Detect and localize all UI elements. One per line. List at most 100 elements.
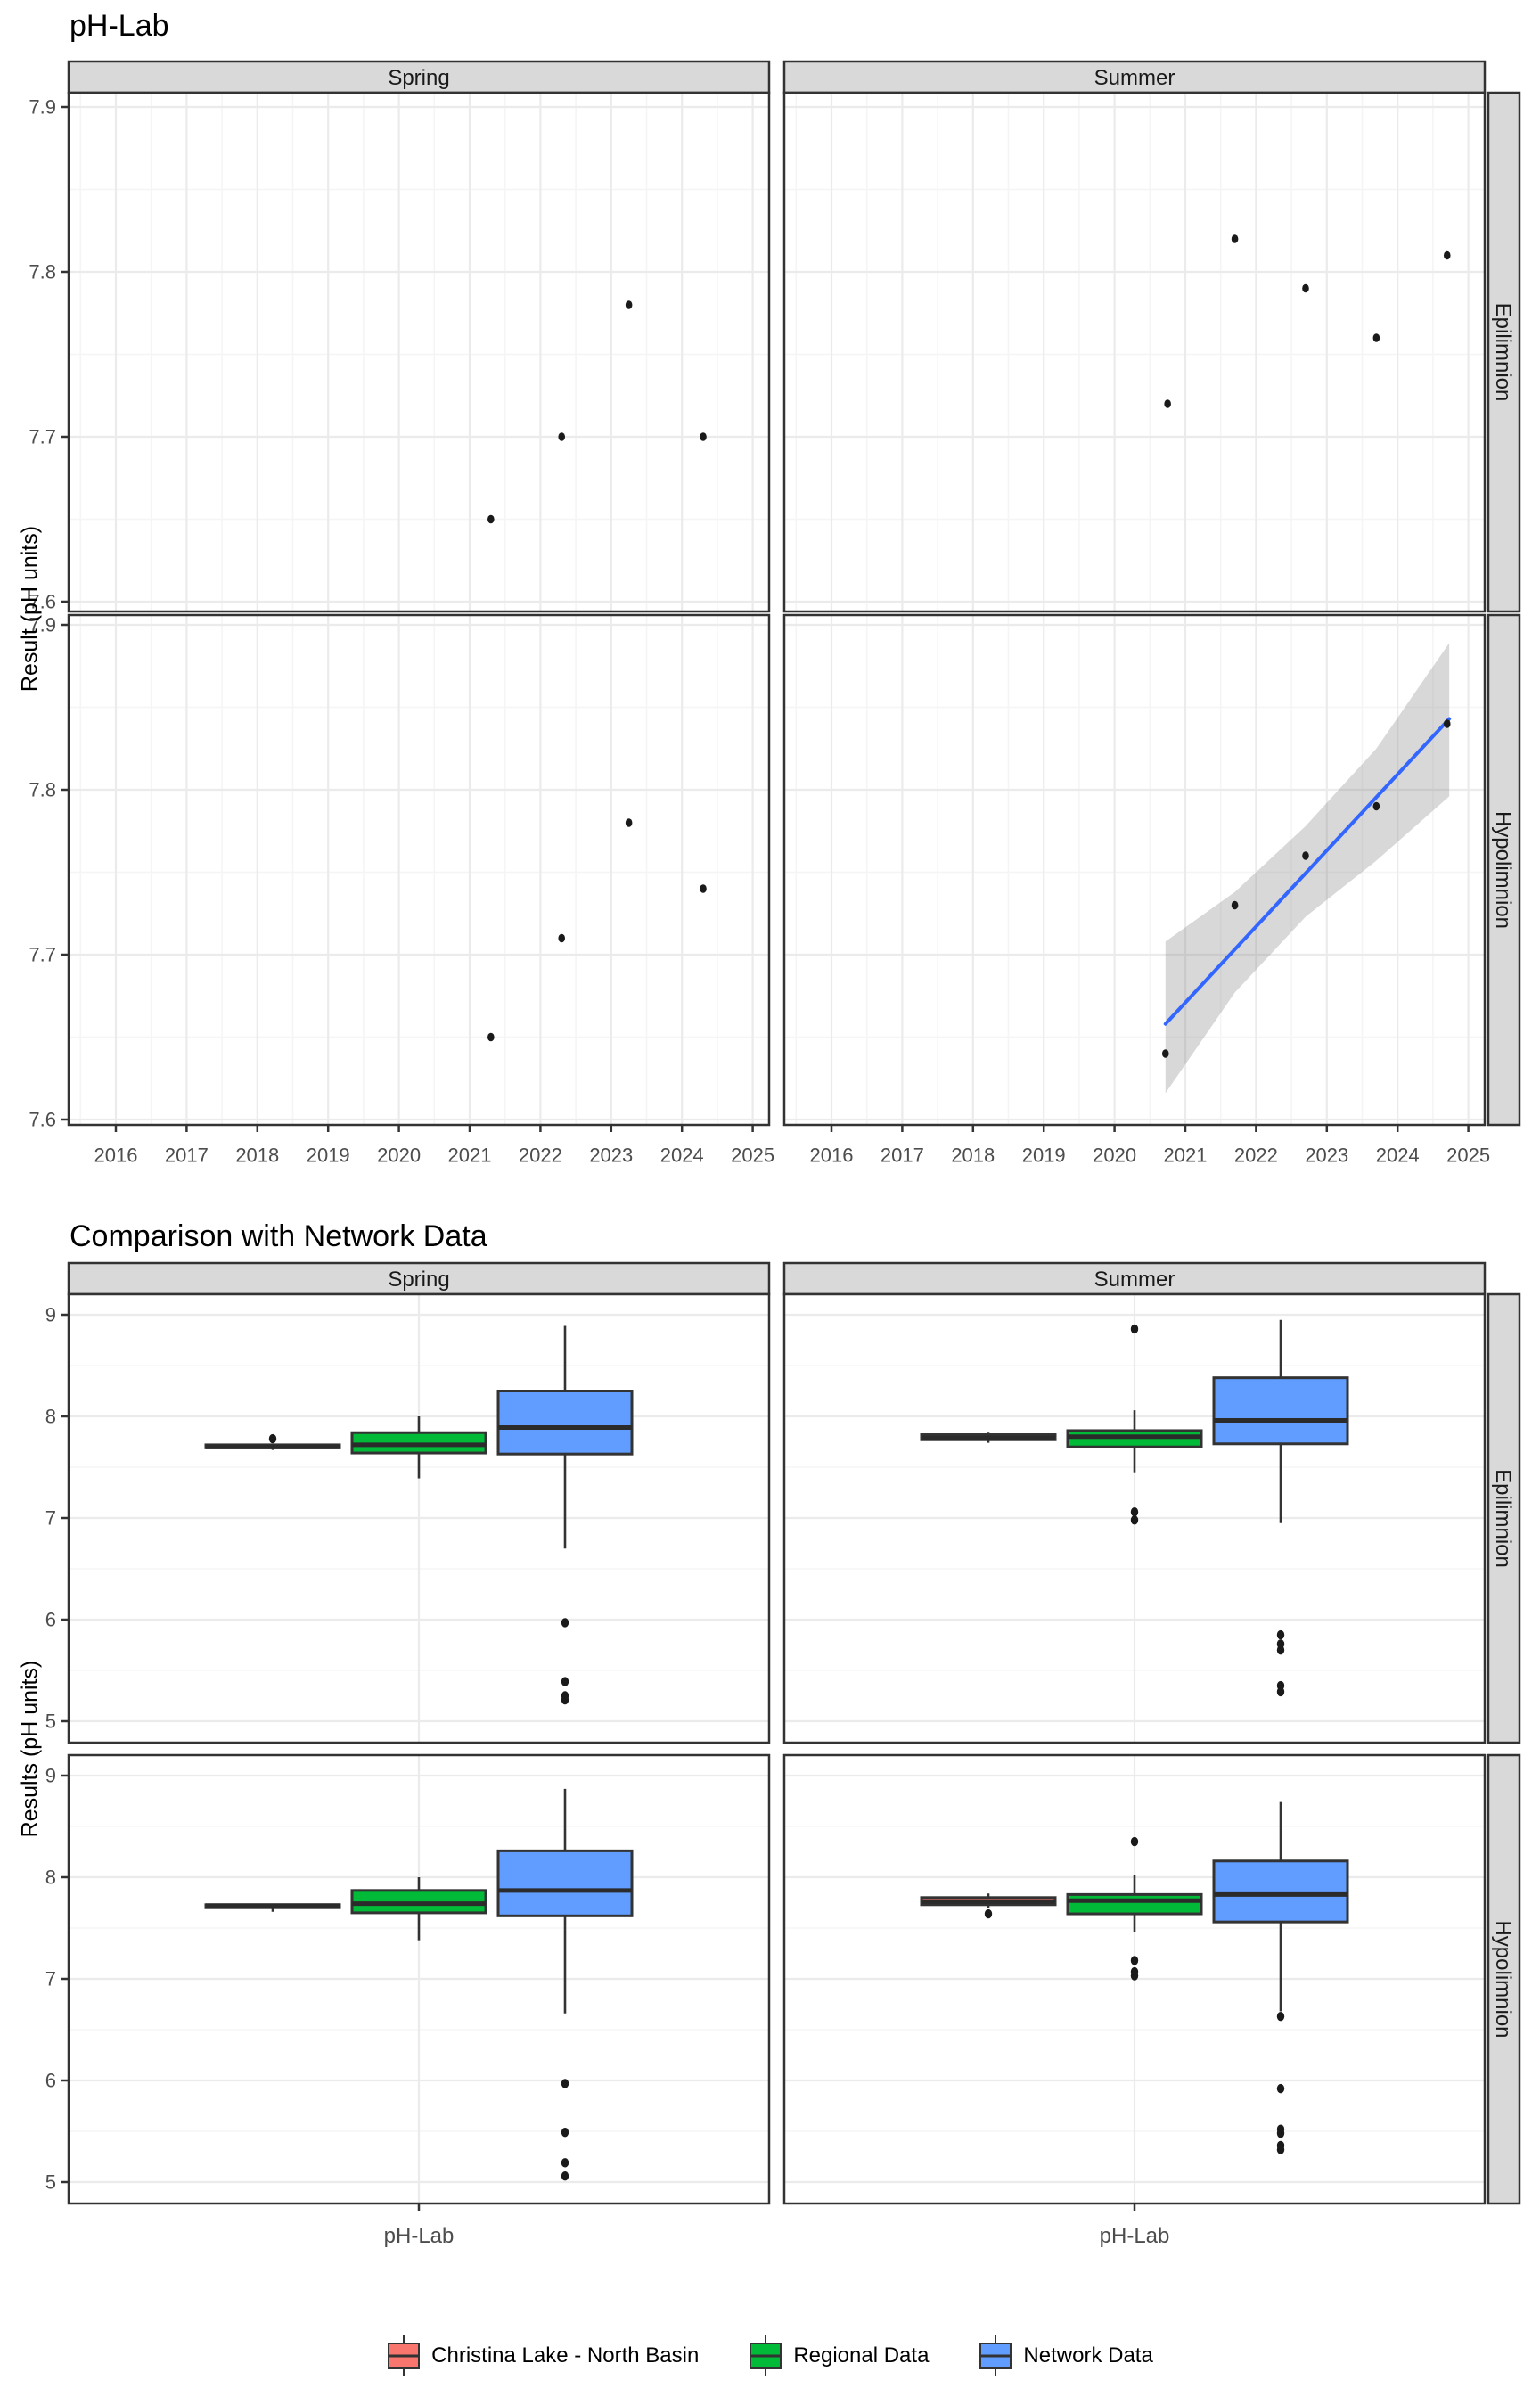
- y-tick-label: 9: [45, 1304, 56, 1326]
- facet-strip-label: Spring: [388, 1268, 449, 1292]
- boxplot-christina-lake-north-basin: [920, 1432, 1057, 1443]
- outlier-point: [561, 2079, 569, 2088]
- y-tick-label: 9: [45, 1765, 56, 1787]
- y-tick-label: 7: [45, 1507, 56, 1530]
- data-point: [625, 818, 633, 827]
- y-tick-label: 7.8: [29, 779, 56, 801]
- outlier-point: [561, 2170, 569, 2181]
- boxplot-network-data: [496, 1325, 634, 1705]
- x-tick-label: 2024: [660, 1145, 704, 1167]
- data-point: [487, 1032, 495, 1042]
- confidence-ribbon: [1165, 643, 1450, 1094]
- figure2-x-axis-title-summer: pH-Lab: [1099, 2224, 1170, 2248]
- box-iqr: [496, 1390, 634, 1456]
- panel-border: [67, 91, 771, 613]
- facet-strip-spring: [67, 1261, 771, 1296]
- x-tick-label: 2019: [307, 1145, 350, 1167]
- boxplot-regional-data: [350, 1416, 487, 1479]
- facet-strip-label: Summer: [1094, 66, 1175, 90]
- outlier-point: [1130, 1956, 1139, 1965]
- x-tick-label: 2021: [1164, 1145, 1208, 1167]
- panel-border: [782, 1292, 1487, 1744]
- y-tick-label: 7.7: [29, 426, 56, 448]
- outlier-point: [561, 2158, 569, 2168]
- panel-spring-hypolimnion-box-content: [69, 1755, 769, 2203]
- figure2-y-axis-title: Results (pH units): [17, 1660, 43, 1838]
- boxplot-christina-lake-north-basin: [920, 1893, 1057, 1919]
- data-point: [487, 514, 495, 524]
- panel-spring-epilimnion-content: [69, 93, 769, 611]
- boxplot-key-icon: [388, 2335, 421, 2376]
- outlier-point: [1276, 1686, 1285, 1697]
- panel-summer-epilimnion-box-content: [784, 1294, 1485, 1743]
- x-tick-label: 2025: [731, 1145, 774, 1167]
- data-point: [1443, 719, 1451, 728]
- facet-strip-epilimnion: [1487, 91, 1521, 613]
- x-tick-label: 2021: [448, 1145, 492, 1167]
- outlier-point: [1130, 1324, 1139, 1334]
- y-tick-label: 6: [45, 1609, 56, 1631]
- outlier-point: [1130, 1506, 1139, 1517]
- y-tick-label: 5: [45, 2171, 56, 2194]
- boxplot-regional-data: [1066, 1324, 1203, 1525]
- facet-strip-hypolimnion: [1487, 613, 1521, 1127]
- y-tick-label: 7.9: [29, 96, 56, 119]
- facet-strip-label: Hypolimnion: [1491, 1920, 1515, 2038]
- panel-summer-hypolimnion: [784, 615, 1485, 1125]
- y-tick-label: 5: [45, 1711, 56, 1733]
- outlier-point: [1130, 1836, 1139, 1847]
- legend-item-christina: Christina Lake - North Basin: [387, 2335, 699, 2376]
- figure2-title: Comparison with Network Data: [70, 1219, 487, 1253]
- data-point: [558, 933, 566, 943]
- data-point: [625, 300, 633, 309]
- data-point: [1302, 283, 1309, 293]
- facet-strip-hypolimnion: [1487, 1753, 1521, 2205]
- y-tick-label: 6: [45, 2070, 56, 2092]
- legend-label: Christina Lake - North Basin: [431, 2343, 700, 2367]
- panel-spring-hypolimnion-content: [69, 615, 769, 1125]
- x-tick-label: 2022: [1234, 1145, 1278, 1167]
- outlier-point: [1130, 1971, 1139, 1981]
- figure2-x-axis-title-spring: pH-Lab: [383, 2224, 455, 2248]
- panel-summer-hypolimnion-box-content: [784, 1755, 1485, 2203]
- x-tick-label: 2025: [1446, 1145, 1490, 1167]
- boxplot-network-data: [1212, 1319, 1349, 1697]
- panel-spring-hypolimnion: [69, 615, 769, 1125]
- x-tick-label: 2020: [1093, 1145, 1136, 1167]
- y-tick-label: 7.8: [29, 261, 56, 283]
- outlier-point: [1276, 2083, 1285, 2094]
- data-point: [1164, 399, 1171, 408]
- x-tick-label: 2018: [235, 1145, 279, 1167]
- legend-label: Network Data: [1023, 2343, 1153, 2367]
- x-tick-label: 2017: [881, 1145, 924, 1167]
- outlier-point: [561, 1618, 569, 1628]
- data-point: [1443, 250, 1451, 260]
- outlier-point: [561, 1677, 569, 1686]
- facet-strip-label: Epilimnion: [1491, 1469, 1515, 1568]
- y-tick-label: 7.6: [29, 1109, 56, 1131]
- facet-strip-label: Spring: [388, 66, 449, 90]
- x-tick-label: 2018: [951, 1145, 995, 1167]
- panel-border: [782, 91, 1487, 613]
- x-tick-label: 2019: [1022, 1145, 1066, 1167]
- panel-spring-epilimnion: [69, 93, 769, 611]
- boxplot-christina-lake-north-basin: [204, 1433, 341, 1450]
- y-tick-label: 7: [45, 1968, 56, 1990]
- figure1-title: pH-Lab: [70, 9, 169, 43]
- outlier-point: [1130, 1515, 1139, 1525]
- facet-strip-label: Hypolimnion: [1491, 811, 1515, 929]
- box-iqr: [496, 1849, 634, 1917]
- x-tick-label: 2016: [810, 1145, 854, 1167]
- boxplot-key-icon: [750, 2335, 782, 2376]
- outlier-point: [984, 1908, 993, 1919]
- facet-strip-spring: [67, 60, 771, 94]
- x-tick-label: 2022: [519, 1145, 562, 1167]
- outlier-point: [561, 1694, 569, 1705]
- x-tick-label: 2017: [165, 1145, 209, 1167]
- data-point: [700, 884, 707, 893]
- box-iqr: [1212, 1376, 1349, 1446]
- box-iqr: [1066, 1892, 1203, 1916]
- data-point: [1372, 333, 1380, 342]
- panel-border: [782, 613, 1487, 1127]
